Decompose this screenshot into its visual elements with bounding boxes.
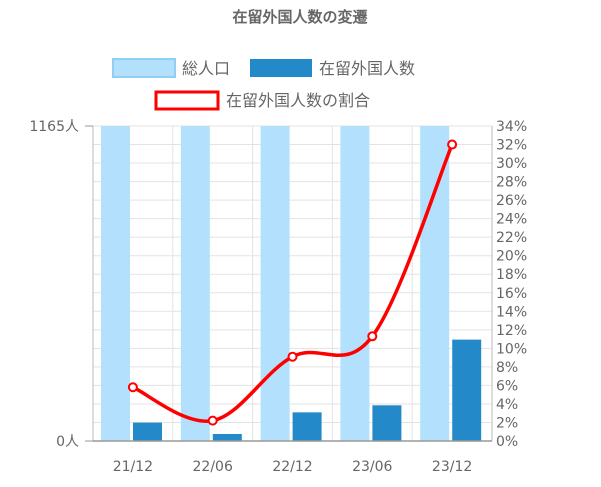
right-axis-label: 26% bbox=[496, 193, 527, 209]
right-axis-label: 12% bbox=[496, 323, 527, 339]
legend: 総人口 在留外国人数 在留外国人数の割合 bbox=[112, 58, 415, 111]
bar-total[interactable] bbox=[101, 126, 130, 441]
ratio-point[interactable] bbox=[287, 351, 298, 362]
legend-swatch-ratio bbox=[154, 90, 220, 111]
bar-total[interactable] bbox=[260, 126, 290, 441]
left-axis-label: 1165人 bbox=[29, 119, 79, 135]
ratio-line-path bbox=[132, 143, 454, 423]
legend-item-total[interactable]: 総人口 bbox=[112, 58, 230, 78]
right-axis-label: 8% bbox=[496, 360, 518, 376]
right-axis-label: 6% bbox=[496, 378, 518, 394]
bar-foreign[interactable] bbox=[372, 405, 402, 441]
right-axis-labels: 34% 32% 30% 28% 26% 24% 22% 20% 18% 16% 14% 12% 10% 8… bbox=[496, 119, 527, 450]
axes bbox=[85, 125, 493, 442]
bar-foreign[interactable] bbox=[133, 422, 162, 441]
right-axis-label: 16% bbox=[496, 286, 527, 302]
right-axis-label: 34% bbox=[496, 119, 527, 135]
legend-item-foreign[interactable]: 在留外国人数 bbox=[250, 59, 415, 78]
right-axis-label: 30% bbox=[496, 156, 527, 172]
legend-label-total: 総人口 bbox=[182, 59, 230, 78]
bar-foreign[interactable] bbox=[212, 433, 242, 441]
bars-total bbox=[101, 126, 450, 441]
x-axis-label: 21/12 bbox=[113, 459, 153, 475]
ratio-point[interactable] bbox=[207, 415, 218, 426]
right-axis-label: 14% bbox=[496, 304, 527, 320]
right-axis-label: 24% bbox=[496, 212, 527, 228]
right-axis-label: 20% bbox=[496, 249, 527, 265]
bar-foreign[interactable] bbox=[292, 412, 322, 441]
ratio-point[interactable] bbox=[367, 331, 378, 342]
left-axis-label: 0人 bbox=[56, 434, 79, 450]
bar-total[interactable] bbox=[180, 126, 210, 441]
right-axis-label: 0% bbox=[496, 434, 518, 450]
right-axis-label: 22% bbox=[496, 230, 527, 246]
legend-swatch-foreign bbox=[250, 59, 312, 77]
chart-title: 在留外国人数の変遷 bbox=[232, 8, 367, 26]
x-axis-label: 23/12 bbox=[432, 459, 472, 475]
bar-total[interactable] bbox=[420, 126, 450, 441]
x-axis-label: 22/12 bbox=[272, 459, 312, 475]
ratio-line bbox=[127, 139, 458, 426]
right-axis-label: 2% bbox=[496, 415, 518, 431]
right-axis-label: 4% bbox=[496, 397, 518, 413]
legend-label-ratio: 在留外国人数の割合 bbox=[226, 91, 370, 110]
right-axis-label: 18% bbox=[496, 267, 527, 283]
right-axis-label: 10% bbox=[496, 341, 527, 357]
ratio-point[interactable] bbox=[127, 382, 138, 393]
right-axis-label: 32% bbox=[496, 138, 527, 154]
ratio-point[interactable] bbox=[447, 139, 458, 150]
legend-label-foreign: 在留外国人数 bbox=[319, 59, 415, 78]
x-axis-label: 23/06 bbox=[352, 459, 392, 475]
right-axis-label: 28% bbox=[496, 175, 527, 191]
bar-total[interactable] bbox=[340, 126, 370, 441]
bar-foreign[interactable] bbox=[452, 339, 482, 441]
bars-foreign bbox=[133, 339, 482, 441]
legend-item-ratio[interactable]: 在留外国人数の割合 bbox=[154, 90, 370, 111]
x-axis-labels: 21/12 22/06 22/12 23/06 23/12 bbox=[113, 459, 473, 475]
left-axis-labels: 1165人 0人 bbox=[29, 119, 79, 450]
x-axis-label: 22/06 bbox=[193, 459, 233, 475]
legend-swatch-total bbox=[112, 58, 176, 78]
